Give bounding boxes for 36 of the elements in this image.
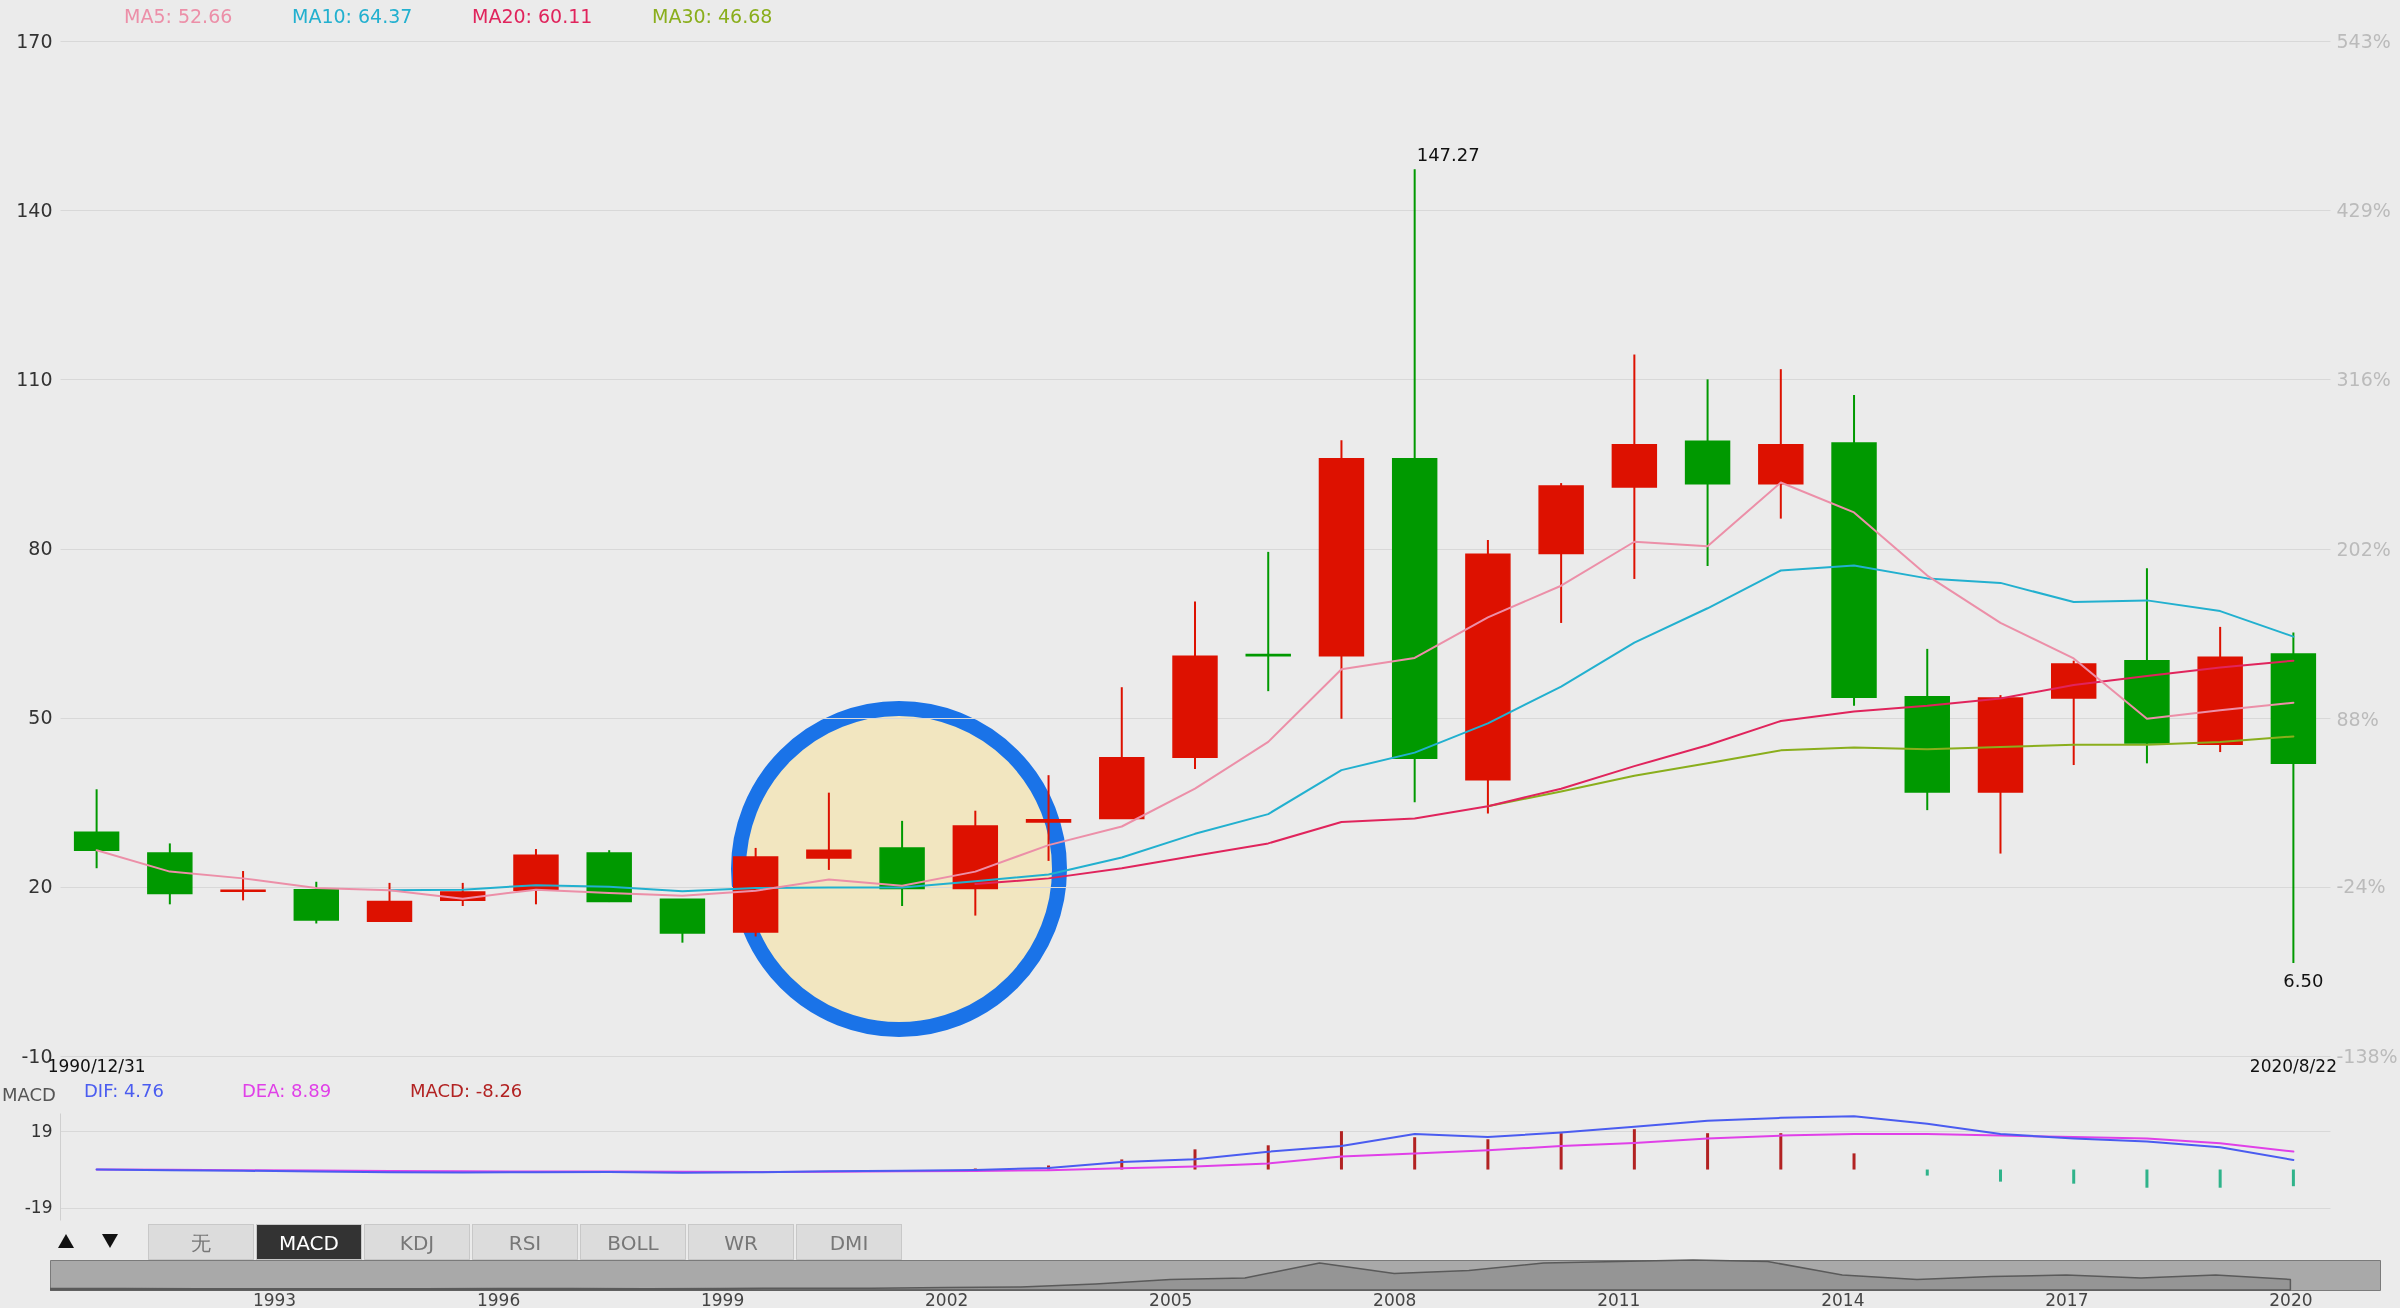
annotation: 2020/8/22 [2249,1056,2337,1076]
y-tick-label: -19 [24,1197,53,1218]
x-tick-label: 1999 [700,1289,745,1308]
x-tick-label: 2005 [1149,1289,1193,1308]
x-tick-label: 1996 [476,1289,521,1308]
x-tick-label: 2020 [2269,1289,2313,1308]
text: MACD [256,1224,362,1260]
text: MA30: 46.68 [652,4,773,27]
annotation: 6.50 [2283,969,2324,991]
y-tick-label: 170 [16,29,53,52]
text: DIF: 4.76 [84,1080,164,1101]
text: MACD: -8.26 [410,1080,523,1101]
x-tick-label: 1993 [252,1289,297,1308]
text: RSI [472,1224,578,1260]
x-tick-label: 2002 [925,1289,969,1308]
text: MA10: 64.37 [292,4,413,27]
chart-title: MACD [2,1084,56,1105]
text: BOLL [580,1224,686,1260]
text: MA20: 60.11 [472,4,593,27]
x-tick-label: 2014 [1821,1289,1865,1308]
text: MA5: 52.66 [124,4,233,27]
x-tick-label: 2011 [1597,1289,1641,1308]
y-tick-label: 110 [16,367,53,390]
text: 无 [148,1224,254,1260]
y-tick-label: 19 [30,1120,53,1141]
text: DEA: 8.89 [242,1080,332,1101]
y-tick-label: 50 [28,706,53,729]
y-tick-label: 140 [16,198,53,221]
y-tick-label: 20 [28,875,53,898]
y-tick-label: 80 [28,537,53,559]
x-tick-label: 2017 [2045,1289,2089,1308]
text: KDJ [364,1224,470,1260]
text: WR [688,1224,794,1260]
text: DMI [796,1224,902,1260]
x-tick-label: 2008 [1373,1289,1417,1308]
annotation: 147.27 [1416,144,1480,166]
